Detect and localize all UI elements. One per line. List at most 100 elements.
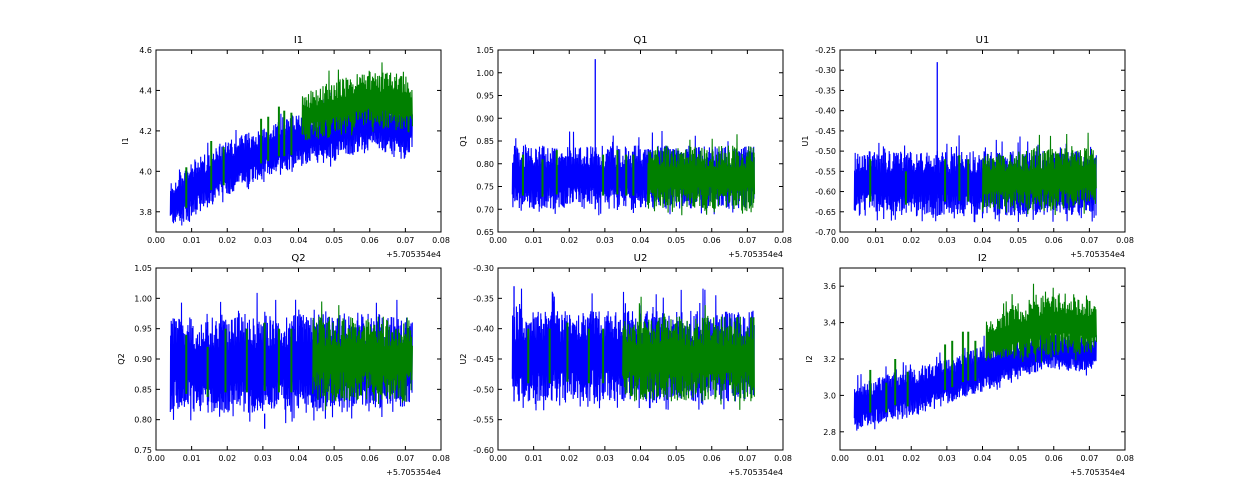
x-tick-label: 0.08 xyxy=(1116,454,1134,463)
x-offset-text: +5.705354e4 xyxy=(728,468,783,477)
y-tick-label: -0.70 xyxy=(815,228,836,237)
y-tick-label: -0.60 xyxy=(815,188,836,197)
x-tick-label: 0.06 xyxy=(703,236,721,245)
x-tick-label: 0.04 xyxy=(974,236,992,245)
x-tick-label: 0.01 xyxy=(525,236,543,245)
x-tick-label: 0.05 xyxy=(1009,236,1027,245)
x-tick-label: 0.01 xyxy=(525,454,543,463)
y-tick-label: -0.30 xyxy=(815,66,836,75)
x-tick-label: 0.06 xyxy=(703,454,721,463)
x-tick-label: 0.08 xyxy=(432,236,450,245)
y-tick-label: 0.80 xyxy=(476,160,494,169)
y-tick-label: 0.90 xyxy=(134,355,152,364)
x-tick-label: 0.03 xyxy=(938,236,956,245)
y-axis-label: I1 xyxy=(121,137,130,144)
x-tick-label: 0.02 xyxy=(560,236,578,245)
y-tick-label: -0.65 xyxy=(815,208,836,217)
x-tick-label: 0.05 xyxy=(325,236,343,245)
y-tick-label: 3.2 xyxy=(823,355,836,364)
x-tick-label: 0.04 xyxy=(632,236,650,245)
plot-area xyxy=(169,292,413,429)
x-tick-label: 0.06 xyxy=(1045,454,1063,463)
x-tick-label: 0.02 xyxy=(218,454,236,463)
subplot-title: I1 xyxy=(294,35,303,46)
x-tick-label: 0.00 xyxy=(147,236,165,245)
x-tick-label: 0.01 xyxy=(183,454,201,463)
x-tick-label: 0.00 xyxy=(831,236,849,245)
y-tick-label: 2.8 xyxy=(823,428,836,437)
y-axis-label: Q1 xyxy=(459,135,468,146)
y-tick-label: 0.95 xyxy=(134,325,152,334)
x-tick-label: 0.07 xyxy=(396,454,414,463)
y-tick-label: 0.80 xyxy=(134,416,152,425)
subplot-Q1: 0.00 0.01 0.02 0.03 0.04 0.05 0.06 0.07 0.08 0.65… xyxy=(459,35,792,259)
y-tick-label: 4.6 xyxy=(139,46,152,55)
x-tick-label: 0.07 xyxy=(396,236,414,245)
x-tick-label: 0.06 xyxy=(361,454,379,463)
y-axis-label: Q2 xyxy=(117,353,126,364)
y-tick-label: 0.75 xyxy=(134,446,152,455)
y-tick-label: -0.55 xyxy=(473,416,494,425)
x-offset-text: +5.705354e4 xyxy=(386,468,441,477)
x-tick-label: 0.00 xyxy=(489,236,507,245)
y-tick-label: 0.70 xyxy=(476,205,494,214)
plot-area xyxy=(511,59,756,216)
y-tick-label: 0.85 xyxy=(476,137,494,146)
x-offset-text: +5.705354e4 xyxy=(1070,250,1125,259)
y-tick-label: 3.4 xyxy=(823,319,836,328)
x-tick-label: 0.02 xyxy=(560,454,578,463)
y-tick-label: -0.40 xyxy=(473,325,494,334)
x-tick-label: 0.05 xyxy=(667,236,685,245)
x-tick-label: 0.07 xyxy=(1080,454,1098,463)
y-tick-label: 0.75 xyxy=(476,183,494,192)
y-tick-label: 4.0 xyxy=(139,167,152,176)
x-tick-label: 0.03 xyxy=(596,454,614,463)
x-tick-label: 0.04 xyxy=(290,236,308,245)
x-tick-label: 0.00 xyxy=(147,454,165,463)
subplot-title: U1 xyxy=(976,35,990,46)
y-axis-label: U2 xyxy=(459,354,468,365)
plot-area xyxy=(853,283,1097,431)
x-offset-text: +5.705354e4 xyxy=(386,250,441,259)
y-tick-label: 0.90 xyxy=(476,114,494,123)
y-tick-label: -0.35 xyxy=(473,294,494,303)
x-tick-label: 0.08 xyxy=(774,454,792,463)
y-tick-label: 4.2 xyxy=(139,127,152,136)
x-tick-label: 0.06 xyxy=(1045,236,1063,245)
subplot-U2: 0.00 0.01 0.02 0.03 0.04 0.05 0.06 0.07 0.08 -0.6… xyxy=(459,253,792,477)
subplot-title: I2 xyxy=(978,253,987,264)
y-tick-label: 0.85 xyxy=(134,385,152,394)
x-offset-text: +5.705354e4 xyxy=(1070,468,1125,477)
subplot-Q2: 0.00 0.01 0.02 0.03 0.04 0.05 0.06 0.07 0.08 0.75… xyxy=(117,253,450,477)
y-axis-label: U1 xyxy=(801,136,810,147)
series-green xyxy=(312,301,413,410)
x-tick-label: 0.07 xyxy=(1080,236,1098,245)
y-tick-label: 0.95 xyxy=(476,92,494,101)
x-tick-label: 0.04 xyxy=(290,454,308,463)
x-tick-label: 0.04 xyxy=(974,454,992,463)
x-tick-label: 0.02 xyxy=(218,236,236,245)
series-green xyxy=(981,132,1097,216)
series-green xyxy=(301,62,413,141)
plot-area xyxy=(169,62,413,226)
x-tick-label: 0.07 xyxy=(738,236,756,245)
y-tick-label: -0.50 xyxy=(473,385,494,394)
y-tick-label: -0.50 xyxy=(815,147,836,156)
x-tick-label: 0.07 xyxy=(738,454,756,463)
plot-area xyxy=(853,62,1097,223)
y-tick-label: -0.25 xyxy=(815,46,836,55)
y-tick-label: -0.35 xyxy=(815,86,836,95)
x-tick-label: 0.08 xyxy=(1116,236,1134,245)
y-tick-label: 3.0 xyxy=(823,391,836,400)
subplot-title: Q2 xyxy=(291,253,305,264)
series-green xyxy=(985,283,1097,363)
x-tick-label: 0.08 xyxy=(432,454,450,463)
x-tick-label: 0.03 xyxy=(596,236,614,245)
x-tick-label: 0.05 xyxy=(1009,454,1027,463)
x-tick-label: 0.04 xyxy=(632,454,650,463)
y-tick-label: 4.4 xyxy=(139,86,152,95)
plot-area xyxy=(511,286,755,411)
x-tick-label: 0.05 xyxy=(667,454,685,463)
x-tick-label: 0.03 xyxy=(254,454,272,463)
